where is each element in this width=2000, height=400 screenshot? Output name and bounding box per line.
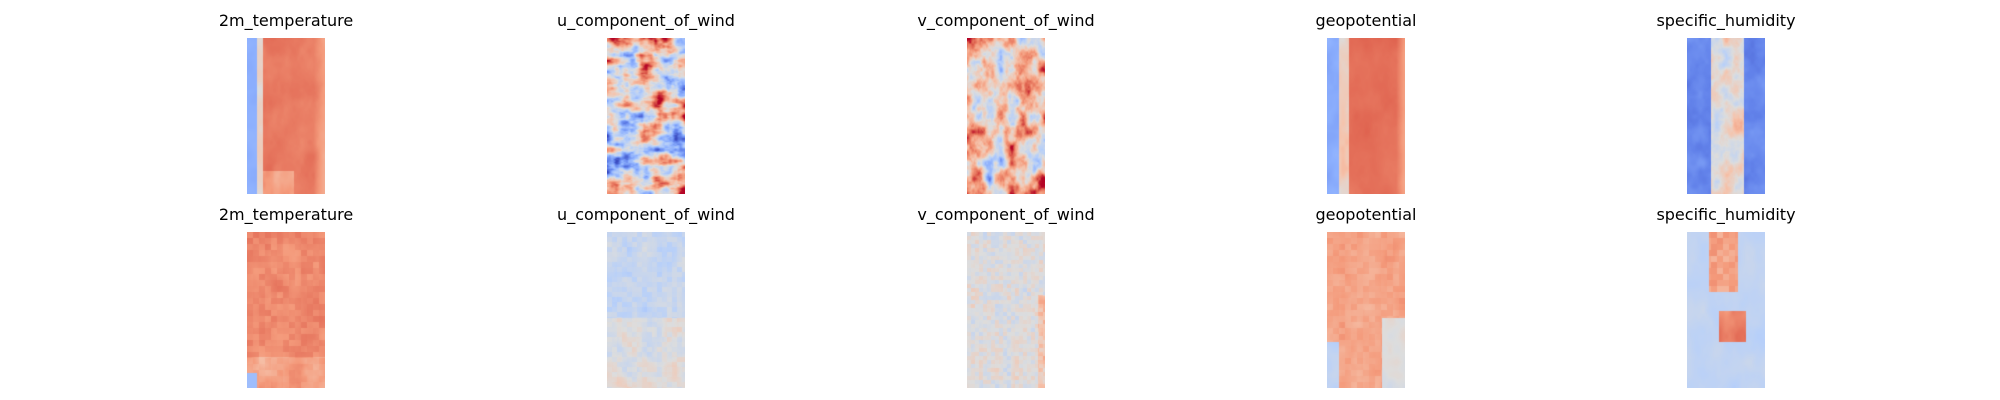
heatmap-u-component-of-wind: [607, 38, 685, 194]
panel-specific-humidity-row2: specific_humidity: [1656, 206, 1796, 388]
heatmap-geopotential: [1327, 38, 1405, 194]
heatmap-2m-temperature: [247, 38, 325, 194]
panel-title: specific_humidity: [1656, 11, 1796, 30]
panel-title: geopotential: [1315, 205, 1417, 224]
heatmap-specific-humidity: [1687, 38, 1765, 194]
heatmap-u-component-of-wind: [607, 232, 685, 388]
panel-title: specific_humidity: [1656, 205, 1796, 224]
panel-title: 2m_temperature: [218, 205, 354, 224]
panel-title: geopotential: [1315, 11, 1417, 30]
panel-specific-humidity-row1: specific_humidity: [1656, 12, 1796, 194]
panel-2m-temperature-row1: 2m_temperature: [219, 12, 353, 194]
panel-v-component-of-wind-row1: v_component_of_wind: [917, 12, 1095, 194]
heatmap-v-component-of-wind: [967, 38, 1045, 194]
heatmap-v-component-of-wind: [967, 232, 1045, 388]
panel-title: u_component_of_wind: [557, 11, 735, 30]
panel-2m-temperature-row2: 2m_temperature: [219, 206, 353, 388]
heatmap-specific-humidity: [1687, 232, 1765, 388]
panel-geopotential-row1: geopotential: [1316, 12, 1416, 194]
panel-title: 2m_temperature: [218, 11, 354, 30]
heatmap-geopotential: [1327, 232, 1405, 388]
panel-u-component-of-wind-row2: u_component_of_wind: [557, 206, 735, 388]
heatmap-2m-temperature: [247, 232, 325, 388]
panel-title: v_component_of_wind: [917, 205, 1095, 224]
panel-u-component-of-wind-row1: u_component_of_wind: [557, 12, 735, 194]
panel-geopotential-row2: geopotential: [1316, 206, 1416, 388]
panel-v-component-of-wind-row2: v_component_of_wind: [917, 206, 1095, 388]
panel-title: u_component_of_wind: [557, 205, 735, 224]
panel-title: v_component_of_wind: [917, 11, 1095, 30]
